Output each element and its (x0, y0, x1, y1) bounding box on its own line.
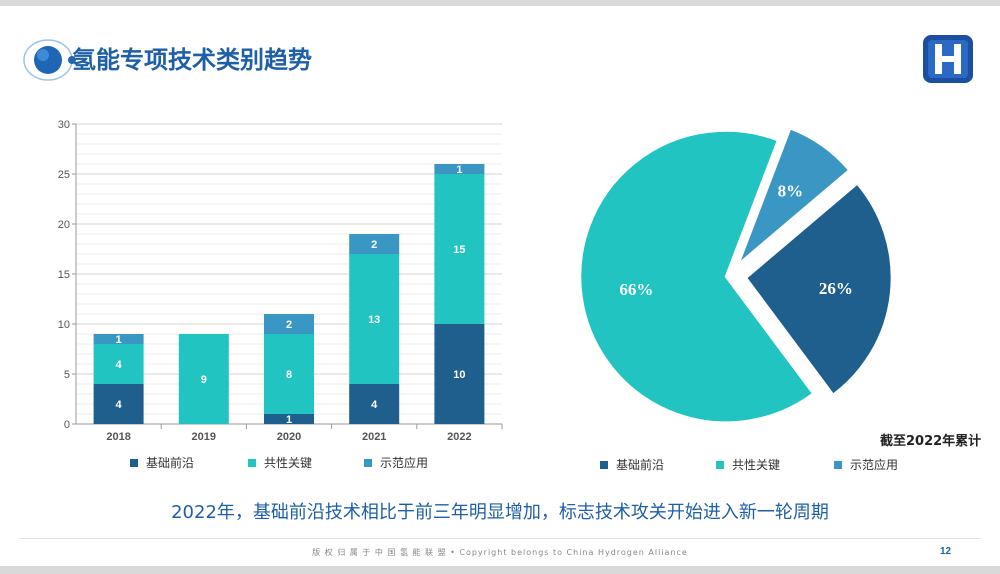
y-tick-label: 30 (58, 119, 70, 131)
footer-divider (20, 538, 980, 539)
pie-value-label: 66% (619, 280, 653, 299)
pie-value-label: 26% (819, 279, 853, 298)
bar-segment (349, 234, 400, 254)
legend-label: 基础前沿 (616, 458, 665, 472)
bar-value-label: 8 (286, 369, 292, 381)
pie-legend-basic: 基础前沿 (600, 456, 664, 473)
orbit-circle-icon (23, 39, 76, 81)
footer-copyright: 版 权 归 属 于 中 国 氢 能 联 盟 • Copyright belong… (312, 548, 688, 557)
legend-swatch (248, 458, 256, 467)
pie-legend-demo: 示范应用 (834, 456, 898, 473)
pie-note: 截至2022年累计 (880, 434, 982, 449)
bar-value-label: 9 (201, 374, 207, 386)
pie-slice (744, 181, 894, 397)
bar-segment (93, 334, 144, 344)
legend-swatch (130, 458, 138, 467)
legend-swatch (834, 460, 842, 469)
bar-segment (264, 314, 314, 334)
legend-swatch (600, 460, 608, 469)
bar-value-label: 1 (116, 334, 122, 346)
y-tick-label: 25 (58, 169, 70, 181)
legend-swatch (364, 458, 372, 467)
legend-label: 示范应用 (850, 458, 899, 472)
x-tick-label: 2022 (447, 431, 471, 440)
bar-legend-demo: 示范应用 (364, 454, 428, 471)
x-tick-label: 2019 (192, 431, 216, 440)
y-tick-label: 10 (58, 319, 70, 331)
bar-value-label: 4 (116, 359, 123, 371)
bar-segment (434, 324, 485, 424)
bar-value-label: 1 (456, 164, 462, 176)
legend-label: 示范应用 (380, 456, 429, 470)
page-number: 12 (940, 546, 952, 557)
bar-segment (93, 384, 144, 424)
bar-value-label: 4 (371, 399, 378, 411)
bar-segment (349, 384, 400, 424)
bar-segment (264, 334, 314, 414)
legend-label: 共性关键 (732, 458, 781, 472)
bar-segment (434, 164, 485, 174)
bar-legend-common: 共性关键 (248, 454, 312, 471)
slide: 氢能专项技术类别趋势 0 5 10 15 20 25 30 4 4 1 2018 9 2019 1 8 2 20… (0, 6, 1000, 566)
legend-label: 基础前沿 (146, 456, 195, 470)
bar-value-label: 1 (286, 414, 292, 426)
pie-slice (578, 129, 816, 424)
legend-swatch (716, 460, 724, 469)
bar-value-label: 10 (453, 369, 465, 381)
x-tick-label: 2020 (277, 431, 301, 440)
bar-value-label: 4 (116, 399, 123, 411)
pie-value-label: 8% (778, 182, 804, 201)
y-tick-label: 20 (58, 219, 70, 231)
bar-value-label: 2 (286, 319, 292, 331)
bar-value-label: 13 (368, 314, 380, 326)
page-title: 氢能专项技术类别趋势 (72, 46, 312, 74)
x-tick-label: 2021 (362, 431, 386, 440)
bar-value-label: 15 (453, 244, 465, 256)
stacked-bar-chart: 0 5 10 15 20 25 30 4 4 1 2018 9 2019 1 8 2 2020 4 13 2 2021 1… (58, 119, 503, 440)
bar-segment (93, 344, 144, 384)
bar-segment (434, 174, 485, 324)
pie-slice (736, 126, 852, 266)
y-tick-label: 0 (64, 419, 70, 431)
bar-value-label: 2 (371, 239, 377, 251)
bar-segment (178, 334, 229, 424)
y-tick-label: 15 (58, 269, 70, 281)
bar-segment (264, 414, 314, 424)
x-tick-label: 2018 (106, 431, 130, 440)
legend-label: 共性关键 (264, 456, 313, 470)
hydrogen-alliance-logo-icon (923, 35, 973, 83)
bar-legend-basic: 基础前沿 (130, 454, 194, 471)
conclusion-text: 2022年，基础前沿技术相比于前三年明显增加，标志技术攻关开始进入新一轮周期 (171, 502, 829, 523)
bar-segment (349, 254, 400, 384)
pie-chart: 8% 26% 66% (578, 126, 894, 424)
y-tick-label: 5 (64, 369, 70, 381)
pie-legend-common: 共性关键 (716, 456, 780, 473)
